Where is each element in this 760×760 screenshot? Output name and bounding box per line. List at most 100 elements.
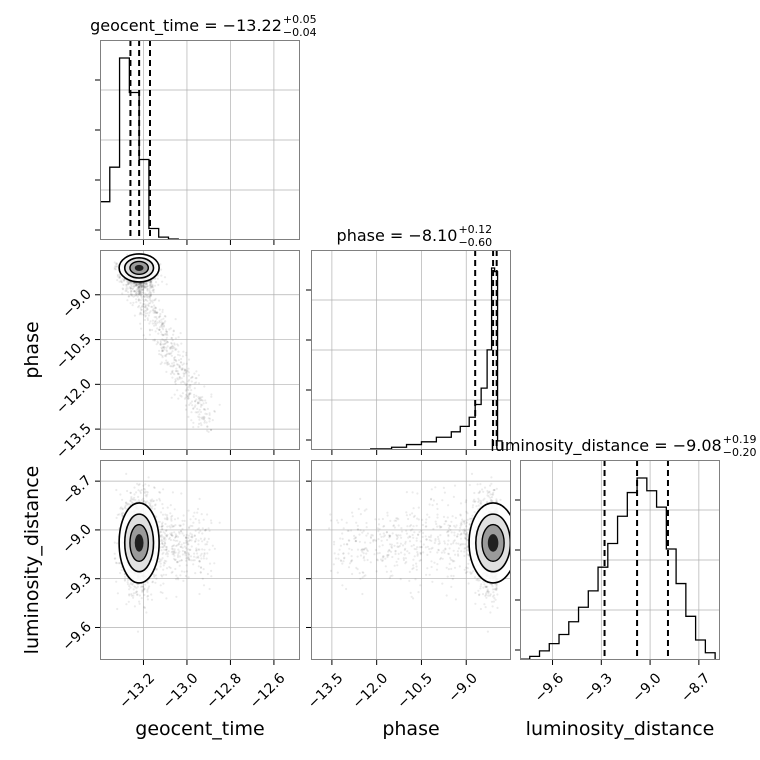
- sample-point: [188, 378, 191, 382]
- sample-point: [118, 562, 121, 565]
- sample-point: [180, 377, 183, 380]
- sample-point: [158, 328, 161, 331]
- sample-point: [161, 540, 164, 543]
- sample-point: [173, 544, 176, 547]
- sample-point: [184, 369, 187, 372]
- sample-point: [137, 306, 140, 309]
- sample-point: [165, 547, 168, 551]
- sample-point: [151, 581, 154, 584]
- sample-point: [161, 349, 164, 352]
- sample-point: [159, 341, 162, 344]
- sample-point: [204, 412, 207, 415]
- sample-point: [129, 499, 132, 502]
- sample-point: [144, 298, 147, 302]
- sample-point: [164, 548, 168, 551]
- sample-point: [180, 342, 183, 345]
- sample-point: [144, 303, 147, 306]
- sample-point: [147, 484, 150, 487]
- sample-point: [200, 552, 203, 555]
- sample-point: [135, 590, 138, 593]
- sample-point: [181, 363, 184, 366]
- sample-point: [129, 291, 133, 294]
- sample-point: [150, 283, 153, 286]
- sample-point: [197, 527, 201, 530]
- sample-point: [143, 490, 146, 493]
- sample-point: [180, 395, 183, 398]
- sample-point: [133, 605, 136, 608]
- sample-point: [165, 529, 168, 532]
- sample-point: [183, 368, 186, 371]
- sample-point: [191, 376, 194, 379]
- sample-point: [208, 413, 211, 416]
- sample-point: [210, 395, 213, 398]
- sample-point: [183, 368, 186, 371]
- sample-point: [162, 561, 166, 564]
- sample-point: [143, 284, 146, 288]
- sample-point: [188, 393, 191, 396]
- sample-point: [149, 292, 152, 295]
- sample-point: [150, 285, 153, 288]
- sample-point: [165, 332, 169, 335]
- sample-point: [194, 529, 197, 532]
- sample-point: [206, 429, 209, 432]
- sample-point: [162, 538, 165, 541]
- sample-point: [193, 552, 196, 555]
- sample-point: [174, 382, 177, 385]
- sample-point: [171, 345, 174, 348]
- sample-point: [177, 531, 181, 534]
- sample-point: [139, 294, 142, 297]
- sample-point: [135, 282, 138, 285]
- sample-point: [162, 345, 165, 348]
- sample-point: [155, 343, 158, 346]
- sample-point: [126, 489, 129, 493]
- sample-point: [130, 497, 133, 500]
- sample-point: [162, 324, 165, 327]
- sample-point: [140, 286, 143, 289]
- sample-point: [198, 413, 201, 416]
- sample-point: [149, 285, 152, 288]
- sample-point: [148, 328, 151, 331]
- sample-point: [184, 370, 187, 373]
- sample-point: [139, 491, 142, 495]
- sample-point: [159, 591, 162, 594]
- sample-point: [162, 333, 165, 336]
- sample-point: [178, 555, 181, 558]
- sample-point: [189, 392, 192, 395]
- sample-point: [140, 308, 143, 311]
- sample-point: [168, 346, 171, 349]
- sample-point: [193, 395, 196, 399]
- sample-point: [177, 359, 181, 362]
- sample-point: [175, 560, 179, 563]
- sample-point: [158, 328, 161, 331]
- sample-point: [197, 415, 200, 418]
- sample-point: [172, 364, 175, 367]
- sample-point: [149, 320, 152, 323]
- sample-point: [149, 506, 152, 509]
- sample-point: [154, 324, 157, 327]
- sample-point: [115, 262, 118, 265]
- sample-point: [161, 322, 164, 326]
- sample-point: [129, 491, 132, 494]
- sample-point: [119, 507, 122, 510]
- sample-point: [141, 284, 144, 287]
- sample-point: [135, 292, 138, 295]
- sample-point: [124, 504, 127, 507]
- sample-point: [161, 535, 164, 538]
- sample-point: [146, 308, 149, 311]
- sample-point: [198, 397, 201, 400]
- sample-point: [151, 286, 154, 289]
- sample-point: [201, 404, 204, 407]
- sample-point: [122, 511, 125, 515]
- sample-point: [131, 304, 134, 307]
- sample-point: [149, 310, 152, 313]
- sample-point: [166, 525, 169, 528]
- sample-point: [146, 304, 149, 307]
- sample-point: [132, 290, 135, 293]
- sample-point: [191, 524, 194, 528]
- sample-point: [154, 306, 158, 310]
- sample-point: [181, 553, 184, 556]
- sample-point: [135, 290, 138, 293]
- sample-point: [145, 282, 149, 286]
- sample-point: [165, 546, 168, 549]
- sample-point: [140, 285, 143, 288]
